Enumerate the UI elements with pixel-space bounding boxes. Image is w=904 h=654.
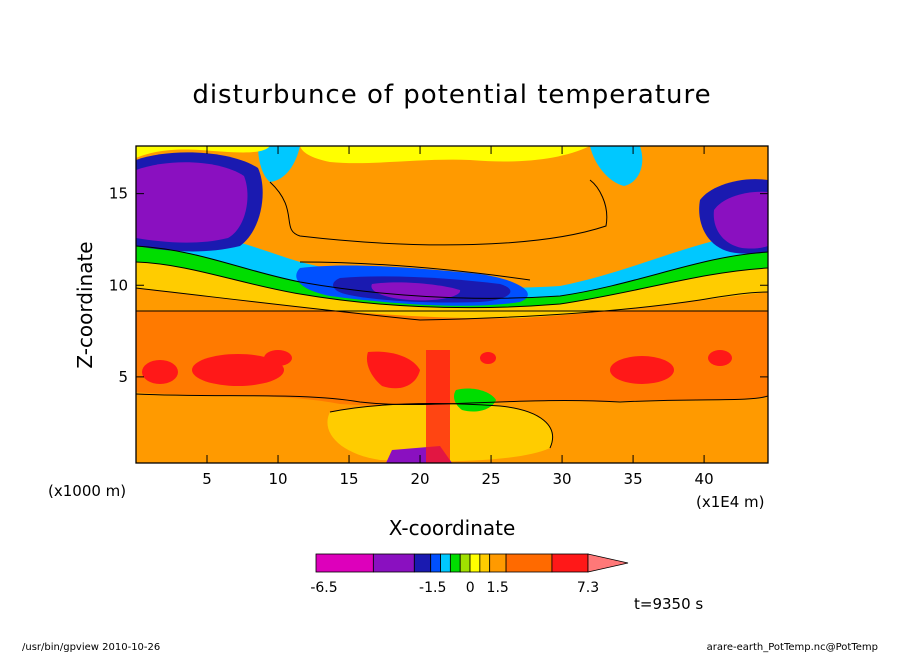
red-cell-3	[264, 350, 292, 366]
colorbar-segment	[413, 553, 432, 573]
x-tick-label: 20	[410, 470, 429, 488]
x-tick-label: 40	[695, 470, 714, 488]
red-cell-6	[708, 350, 732, 366]
x-tick-label: 35	[624, 470, 643, 488]
colorbar-segment	[551, 553, 589, 573]
time-label: t=9350 s	[634, 595, 703, 613]
pocket-top-left	[258, 146, 300, 182]
x-unit-label: (x1E4 m)	[696, 493, 765, 511]
footer-right: arare-earth_PotTemp.nc@PotTemp	[707, 642, 878, 653]
colorbar-segment	[315, 553, 374, 573]
y-axis-label: Z-coordinate	[73, 241, 97, 368]
colorbar-segment	[430, 553, 441, 573]
colorbar-segment	[505, 553, 553, 573]
contour-lines	[136, 179, 768, 449]
colorbar	[315, 553, 629, 573]
cell-right-purple-core	[713, 191, 768, 249]
colorbar-segment	[440, 553, 451, 573]
band-yellow	[136, 250, 768, 319]
colorbar-segment	[372, 553, 415, 573]
y-tick-label: 5	[118, 368, 128, 386]
colorbar-labels: -6.5 -1.5 0 1.5 7.3	[310, 580, 599, 596]
colorbar-label: 1.5	[487, 580, 509, 596]
y-tick-label: 10	[109, 276, 128, 294]
colorbar-segment	[479, 553, 491, 573]
x-tick-label: 30	[553, 470, 572, 488]
colorbar-segment	[449, 553, 461, 573]
colorbar-label: -1.5	[419, 580, 446, 596]
x-tick-label: 15	[339, 470, 358, 488]
band-green	[136, 238, 768, 308]
colorbar-segment	[469, 553, 481, 573]
colorbar-label: 0	[466, 580, 475, 596]
contour-field	[136, 146, 768, 463]
cap-yellow-mid	[300, 146, 590, 164]
red-cell-1	[142, 360, 178, 384]
lower-green	[454, 388, 496, 412]
red-cell-4	[366, 351, 420, 389]
cap-yellow-left	[136, 146, 270, 158]
cell-left-purple-core	[136, 162, 248, 243]
x-tick-label: 25	[482, 470, 501, 488]
chart-title: disturbunce of potential temperature	[192, 80, 711, 110]
y-axis: 5 10 15	[109, 185, 768, 386]
x-axis-label: X-coordinate	[389, 516, 516, 540]
y-unit-label: (x1000 m)	[48, 482, 126, 500]
band-cyan	[136, 222, 768, 299]
x-tick-label: 10	[268, 470, 287, 488]
colorbar-segment	[459, 553, 471, 573]
red-cell-5	[610, 356, 674, 384]
pocket-top-right	[590, 146, 643, 186]
footer-left: /usr/bin/gpview 2010-10-26	[22, 642, 160, 653]
x-tick-label: 5	[202, 470, 212, 488]
colorbar-segment	[489, 553, 507, 573]
plot-frame	[135, 145, 769, 464]
core-purple	[371, 282, 461, 301]
red-cell-7	[480, 352, 496, 364]
center-column	[426, 350, 450, 463]
y-tick-label: 15	[109, 185, 128, 203]
x-axis: 5 10 15 20 25 30 35 40	[202, 146, 714, 488]
colorbar-label: 7.3	[577, 580, 599, 596]
colorbar-extend-arrow	[587, 553, 629, 573]
colorbar-label: -6.5	[310, 580, 337, 596]
red-cell-2	[192, 354, 284, 386]
